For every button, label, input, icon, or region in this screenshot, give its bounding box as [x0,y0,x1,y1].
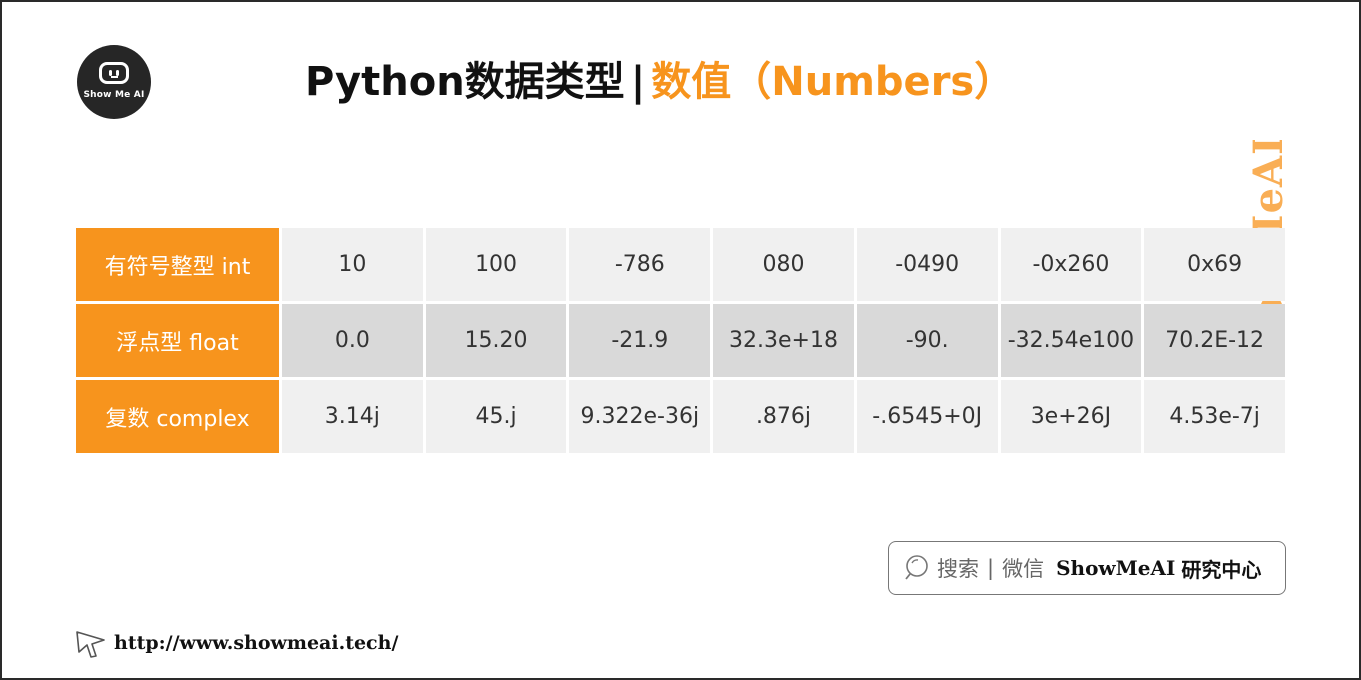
cursor-icon [74,626,108,660]
table-cell: 0x69 [1144,228,1285,301]
table-cell: 080 [713,228,854,301]
table-cell: -786 [569,228,711,301]
table-cell: -90. [856,304,998,377]
row-header-complex: 复数 complex [76,380,279,453]
table-cell: 70.2E-12 [1144,304,1285,377]
footer-url-row: http://www.showmeai.tech/ [74,626,398,660]
logo-text: Show Me AI [83,90,145,100]
robot-icon [99,62,129,84]
lab-name: 研究中心 [1181,557,1262,582]
title-main: Python数据类型 [305,59,625,105]
table-cell: -0x260 [1000,228,1142,301]
page-title: Python数据类型 | 数值（Numbers） [305,52,1014,112]
table-cell: 0.0 [282,304,423,377]
footer-url-link[interactable]: http://www.showmeai.tech/ [114,632,399,654]
table-cell: -32.54e100 [1000,304,1142,377]
table-cell: 15.20 [425,304,567,377]
table-cell: 32.3e+18 [713,304,854,377]
table-cell: -0490 [856,228,998,301]
showmeai-logo: Show Me AI [77,45,151,119]
table-cell: -.6545+0J [856,380,998,453]
brand-name: ShowMeAI [1056,556,1176,580]
wechat-label: 微信 [1002,557,1045,581]
table-cell: 45.j [425,380,567,453]
search-icon [903,553,933,583]
table-cell: 3e+26J [1000,380,1142,453]
title-accent: 数值（Numbers） [651,59,1015,105]
row-header-float: 浮点型 float [76,304,279,377]
table-cell: 10 [282,228,423,301]
table-cell: .876j [713,380,854,453]
search-badge: 搜索 | 微信 ShowMeAI 研究中心 [888,541,1286,595]
search-divider: | [987,556,995,580]
title-separator: | [630,59,646,105]
table-cell: 9.322e-36j [569,380,711,453]
table-cell: 4.53e-7j [1144,380,1285,453]
search-label: 搜索 [937,557,979,581]
table-cell: -21.9 [569,304,711,377]
row-header-int: 有符号整型 int [76,228,279,301]
table-cell: 100 [425,228,567,301]
numbers-table: 有符号整型 int 10 100 -786 080 -0490 -0x260 0… [76,228,1285,453]
table-cell: 3.14j [282,380,423,453]
